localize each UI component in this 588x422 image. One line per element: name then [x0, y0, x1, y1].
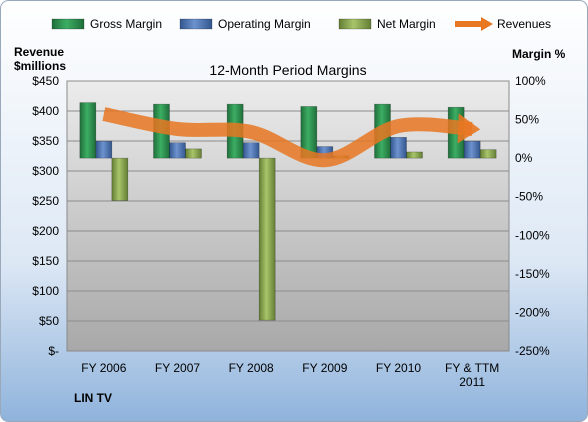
revenues-line-arrowhead — [457, 113, 481, 144]
legend-item-revenues: Revenues — [455, 17, 551, 31]
bar-gross-margin — [79, 102, 97, 159]
legend-swatch-gross-margin — [51, 18, 85, 30]
left-tick-label: $250 — [32, 194, 59, 208]
left-axis-label-line-2: $millions — [14, 59, 66, 73]
left-tick-label: $450 — [32, 74, 59, 88]
bar-operating-margin — [95, 140, 113, 159]
right-tick-label: 0% — [515, 151, 533, 165]
bar-net-margin — [406, 151, 423, 159]
x-tick-label: 2011 — [459, 375, 485, 389]
legend-label: Gross Margin — [90, 17, 162, 31]
chart-title: 12-Month Period Margins — [209, 62, 366, 78]
left-tick-label: $400 — [32, 104, 59, 118]
legend-item-operating-margin: Operating Margin — [179, 17, 311, 31]
company-label: LIN TV — [74, 391, 112, 405]
left-tick-label: $- — [48, 344, 59, 358]
left-tick-label: $150 — [32, 254, 59, 268]
bar-net-margin — [185, 148, 202, 159]
right-tick-label: -250% — [515, 344, 550, 358]
legend-label: Operating Margin — [218, 17, 311, 31]
x-tick-label: FY 2006 — [81, 361, 126, 375]
right-tick-label: 50% — [515, 113, 539, 127]
x-tick-label: FY 2010 — [376, 361, 421, 375]
bar-operating-margin — [242, 142, 260, 159]
x-axis-ticks: FY 2006 FY 2007 FY 2008 FY 2009 FY 2010 FY & … — [81, 361, 499, 389]
legend: Gross Margin Operating Margin Net Margin Re… — [51, 17, 551, 31]
legend-swatch-net-margin — [338, 18, 372, 30]
right-tick-label: 100% — [515, 74, 546, 88]
left-tick-label: $300 — [32, 164, 59, 178]
bar-net-margin — [258, 157, 276, 321]
x-tick-label: FY 2008 — [229, 361, 274, 375]
revenues-line — [102, 107, 481, 168]
right-tick-label: -150% — [515, 267, 550, 281]
left-axis-label-line-1: Revenue — [14, 45, 64, 59]
legend-label: Net Margin — [377, 17, 436, 31]
right-tick-label: -100% — [515, 228, 550, 242]
left-tick-label: $350 — [32, 134, 59, 148]
bar-operating-margin — [390, 137, 407, 159]
right-axis-ticks: -250% -200% -150% -100% -50% 0% 50% 100% — [515, 74, 550, 358]
legend-item-gross-margin: Gross Margin — [51, 17, 162, 31]
x-tick-label: FY 2007 — [155, 361, 200, 375]
legend-item-net-margin: Net Margin — [338, 17, 436, 31]
legend-label: Revenues — [497, 17, 551, 31]
bar-operating-margin — [463, 140, 481, 159]
left-tick-label: $100 — [32, 284, 59, 298]
left-axis-ticks: $- $50 $100 $150 $200 $250 $300 $350 $400 $450 — [32, 74, 59, 358]
left-tick-label: $200 — [32, 224, 59, 238]
bar-net-margin — [111, 157, 129, 201]
right-axis-label: Margin % — [512, 47, 566, 61]
right-tick-label: -200% — [515, 305, 550, 319]
right-tick-label: -50% — [515, 190, 543, 204]
bar-operating-margin — [169, 142, 186, 159]
x-tick-label: FY 2009 — [302, 361, 347, 375]
bar-net-margin — [479, 149, 497, 159]
gridlines — [67, 80, 509, 322]
revenues-line-path — [102, 107, 473, 168]
left-tick-label: $50 — [39, 314, 59, 328]
legend-swatch-operating-margin — [179, 18, 213, 30]
x-tick-label: FY & TTM — [445, 361, 499, 375]
legend-arrowhead — [481, 17, 493, 31]
